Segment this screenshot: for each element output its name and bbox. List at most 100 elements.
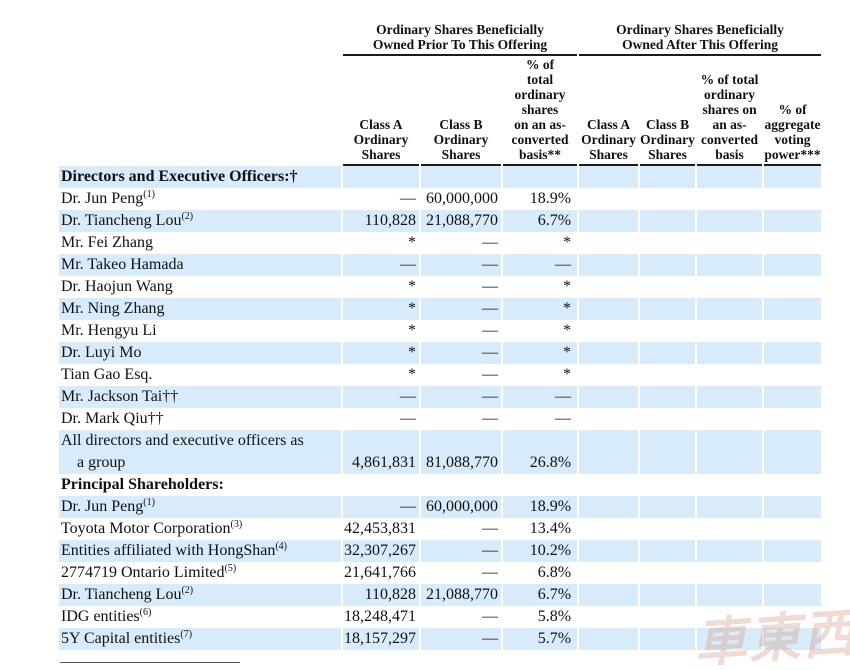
cell-value: — <box>482 520 498 537</box>
cell-value <box>640 254 696 276</box>
row-label: Dr. Mark Qiu†† <box>61 410 164 427</box>
table-row: Dr. Jun Peng(1) —60,000,000 18.9% <box>59 496 822 518</box>
cell-value <box>579 430 639 474</box>
table-row: Toyota Motor Corporation(3) 42,453,831 — 13… <box>59 518 821 540</box>
column-header-row: Class A Ordinary Shares Class B Ordinary… <box>59 56 822 166</box>
row-label: Mr. Takeo Hamada <box>59 254 341 276</box>
group-header-after-offering: Ordinary Shares Beneficially Owned After… <box>579 20 822 56</box>
cell-value: — <box>482 234 498 251</box>
footnote-separator-rule <box>60 662 240 663</box>
cell-value <box>579 496 639 518</box>
table-header: Ordinary Shares Beneficially Owned Prior… <box>59 20 822 166</box>
cell-value: — <box>482 564 498 581</box>
cell-value <box>764 584 822 606</box>
cell-value <box>697 408 762 430</box>
cell-value <box>697 496 763 518</box>
row-label: Dr. Jun Peng(1) <box>59 496 341 518</box>
cell-value: — <box>400 190 416 207</box>
cell-value <box>579 276 638 298</box>
empty-name-header-cell <box>59 56 341 166</box>
cell-value <box>640 232 695 254</box>
cell-value <box>764 188 821 210</box>
cell-value <box>421 166 501 188</box>
cell-value: 6.8% <box>537 564 572 581</box>
cell-value <box>697 386 763 408</box>
cell-value <box>697 232 762 254</box>
cell-value <box>764 474 821 496</box>
cell-value <box>640 276 695 298</box>
cell-value <box>421 474 501 496</box>
cell-value: 18.9% <box>503 496 578 518</box>
cell-value <box>697 254 763 276</box>
cell-value: * <box>408 278 416 295</box>
cell-value <box>503 474 577 496</box>
cell-value <box>640 584 696 606</box>
cell-value: * <box>343 342 419 364</box>
table-row: 5Y Capital entities(7) 18,157,297—5.7% <box>59 628 822 650</box>
table-row: Dr. Tiancheng Lou(2) 110,828 21,088,770 6.7… <box>59 584 822 606</box>
cell-value <box>640 320 695 342</box>
row-label: IDG entities(6) <box>61 607 152 626</box>
cell-value <box>764 540 822 562</box>
cell-value <box>764 518 821 540</box>
cell-value <box>579 540 639 562</box>
cell-value: * <box>343 298 419 320</box>
footnote-reference: (1) <box>143 189 155 200</box>
cell-value <box>640 210 696 232</box>
cell-value <box>764 364 821 386</box>
cell-value <box>640 628 696 650</box>
table-row: Tian Gao Esq. * — * <box>59 364 821 386</box>
cell-value <box>579 518 638 540</box>
cell-value: 18,157,297 <box>343 628 419 650</box>
cell-value: 42,453,831 <box>344 520 416 537</box>
cell-value: 6.7% <box>503 584 578 606</box>
cell-value <box>697 628 763 650</box>
cell-value: 13.4% <box>529 520 572 537</box>
cell-value <box>697 210 763 232</box>
cell-value: — <box>421 342 501 364</box>
cell-value: — <box>343 496 419 518</box>
cell-value: — <box>421 628 501 650</box>
cell-value: 5.7% <box>503 628 578 650</box>
cell-value: * <box>563 278 572 295</box>
cell-value <box>764 276 821 298</box>
cell-value <box>579 386 639 408</box>
cell-value: 18.9% <box>529 190 572 207</box>
row-label: Directors and Executive Officers:† <box>59 166 341 188</box>
cell-value <box>697 430 763 474</box>
cell-value: 81,088,770 <box>421 430 501 474</box>
column-header-voting-power: % of aggregate voting power*** <box>764 56 822 166</box>
cell-value: — <box>400 410 416 427</box>
cell-value: * <box>503 342 578 364</box>
cell-value: * <box>503 298 578 320</box>
cell-value: 18,248,471 <box>344 608 416 625</box>
cell-value: 6.7% <box>503 210 578 232</box>
cell-value <box>579 606 638 628</box>
cell-value: — <box>482 366 498 383</box>
cell-value: * <box>408 234 416 251</box>
row-label: 5Y Capital entities(7) <box>59 628 341 650</box>
footnote-reference: (1) <box>143 497 155 508</box>
footnote-reference: (6) <box>139 607 152 618</box>
row-label: All directors and executive officers as a… <box>59 430 341 474</box>
cell-value <box>697 320 762 342</box>
cell-value: — <box>343 386 419 408</box>
cell-value: * <box>563 366 572 383</box>
cell-value <box>764 166 822 188</box>
cell-value: — <box>555 410 572 427</box>
cell-value <box>764 210 822 232</box>
table-row: Dr. Haojun Wang * — * <box>59 276 821 298</box>
cell-value <box>640 188 695 210</box>
cell-value: — <box>482 410 498 427</box>
cell-value <box>697 584 763 606</box>
cell-value <box>579 166 639 188</box>
cell-value: — <box>503 386 578 408</box>
table-row: 2774719 Ontario Limited(5) 21,641,766 — 6.8… <box>59 562 821 584</box>
cell-value <box>764 606 821 628</box>
row-label: Dr. Jun Peng(1) <box>61 189 155 208</box>
cell-value <box>640 430 696 474</box>
table-row: Principal Shareholders: <box>59 474 821 496</box>
cell-value: 4,861,831 <box>343 430 419 474</box>
cell-value: * <box>408 322 416 339</box>
